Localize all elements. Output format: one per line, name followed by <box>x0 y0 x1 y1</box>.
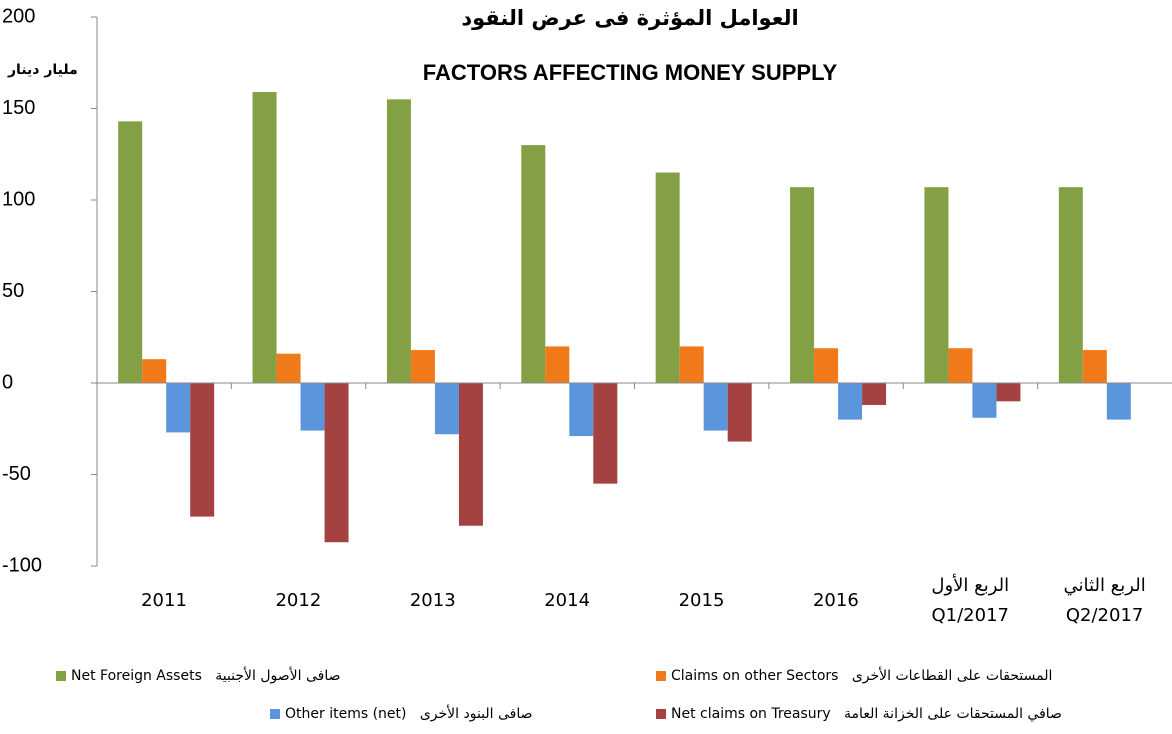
bar <box>814 348 839 383</box>
bar <box>679 346 704 383</box>
y-tick-label: -100 <box>2 554 42 576</box>
bar <box>458 383 483 526</box>
bar <box>190 383 215 517</box>
legend-item: Claims on other Sectors المستحقات على ال… <box>656 668 1052 684</box>
bar <box>790 187 815 383</box>
y-tick-label: -50 <box>2 463 31 485</box>
legend-swatch <box>656 709 666 719</box>
bar <box>655 172 680 383</box>
x-tick-label: 2015 <box>678 590 725 611</box>
bar <box>521 145 546 383</box>
bar <box>996 383 1021 402</box>
legend-swatch <box>656 671 666 681</box>
bar <box>1106 383 1131 420</box>
x-tick-label: الربع الثاني Q2/2017 <box>1063 575 1146 626</box>
legend-item: Net claims on Treasury صافي المستحقات عل… <box>656 706 1062 722</box>
bar <box>924 187 949 383</box>
legend-label: Other items (net) صافى البنود الأخرى <box>285 706 533 722</box>
bar <box>410 350 435 383</box>
x-tick-label: 2014 <box>544 590 591 611</box>
bar <box>142 359 167 383</box>
bar <box>1058 187 1083 383</box>
y-tick-label: 100 <box>2 188 35 210</box>
y-tick-label: 200 <box>2 5 35 27</box>
y-tick-label: 150 <box>2 97 35 119</box>
bar <box>300 383 325 431</box>
legend-label: Net claims on Treasury صافي المستحقات عل… <box>671 706 1062 722</box>
y-axis-label: مليار دينار <box>8 62 78 78</box>
bar <box>545 346 570 383</box>
chart-subtitle: FACTORS AFFECTING MONEY SUPPLY <box>422 60 838 85</box>
bar <box>1082 350 1107 383</box>
bar <box>166 383 191 433</box>
x-tick-label: 2013 <box>409 590 456 611</box>
bar <box>276 353 301 383</box>
bar <box>434 383 459 435</box>
x-tick-label: 2016 <box>812 590 859 611</box>
x-tick-label: 2012 <box>275 590 322 611</box>
legend-swatch <box>56 671 66 681</box>
legend-item: Net Foreign Assets صافى الأصول الأجنبية <box>56 668 341 684</box>
bar <box>593 383 618 484</box>
bar <box>948 348 973 383</box>
chart-title: العوامل المؤثرة فى عرض النقود <box>461 6 799 30</box>
x-tick-label: 2011 <box>141 590 187 611</box>
legend-label: Claims on other Sectors المستحقات على ال… <box>671 668 1053 684</box>
bar <box>324 383 349 543</box>
bar <box>838 383 863 420</box>
bar <box>569 383 594 437</box>
x-tick-label: الربع الأول Q1/2017 <box>931 575 1010 626</box>
bar <box>386 99 411 383</box>
y-tick-label: 0 <box>2 371 13 393</box>
bar <box>252 92 277 383</box>
legend-item: Other items (net) صافى البنود الأخرى <box>270 706 533 722</box>
legend-swatch <box>270 709 280 719</box>
bar <box>862 383 887 405</box>
bar <box>118 121 143 383</box>
legend-label: Net Foreign Assets صافى الأصول الأجنبية <box>71 668 341 684</box>
bar <box>972 383 997 418</box>
bar <box>703 383 728 431</box>
y-tick-label: 50 <box>2 280 24 302</box>
bar <box>727 383 752 442</box>
